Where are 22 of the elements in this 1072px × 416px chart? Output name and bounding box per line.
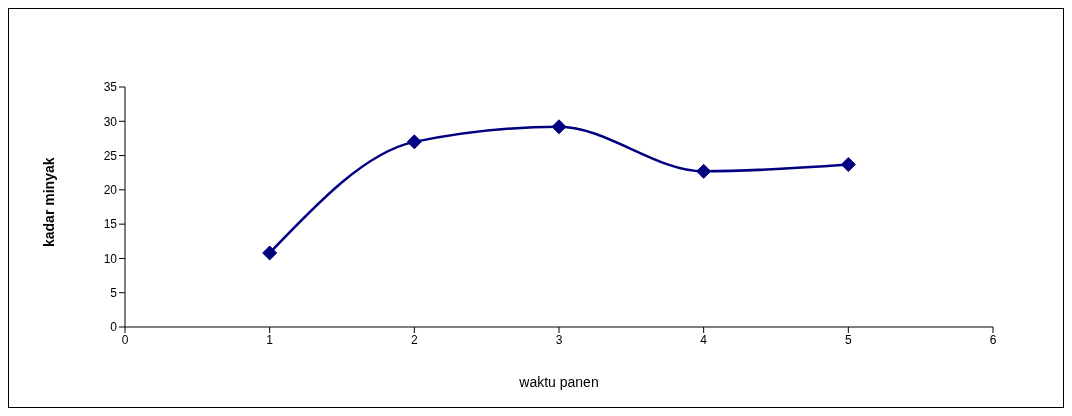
x-tick-label: 0 bbox=[121, 332, 129, 347]
x-tick-label: 4 bbox=[700, 332, 708, 347]
point bbox=[551, 119, 567, 135]
x-tick-label: 5 bbox=[844, 332, 852, 347]
point bbox=[262, 245, 278, 261]
x-axis-title: waktu panen bbox=[518, 374, 599, 390]
y-tick-label: 15 bbox=[103, 217, 118, 232]
x-tick-label: 2 bbox=[410, 332, 418, 347]
point bbox=[696, 163, 712, 179]
x-tick-label: 3 bbox=[555, 332, 563, 347]
point bbox=[840, 156, 856, 172]
y-tick-label: 35 bbox=[103, 80, 118, 95]
y-tick-label: 5 bbox=[110, 285, 118, 300]
y-axis-title: kadar minyak bbox=[40, 157, 57, 247]
y-tick-label: 25 bbox=[103, 148, 118, 163]
y-tick-label: 10 bbox=[103, 251, 118, 266]
y-tick-label: 0 bbox=[110, 320, 118, 335]
y-tick-label: 20 bbox=[103, 183, 118, 198]
x-tick-label: 6 bbox=[989, 332, 997, 347]
point bbox=[406, 134, 422, 150]
y-tick-label: 30 bbox=[103, 114, 118, 129]
x-tick-label: 1 bbox=[266, 332, 274, 347]
